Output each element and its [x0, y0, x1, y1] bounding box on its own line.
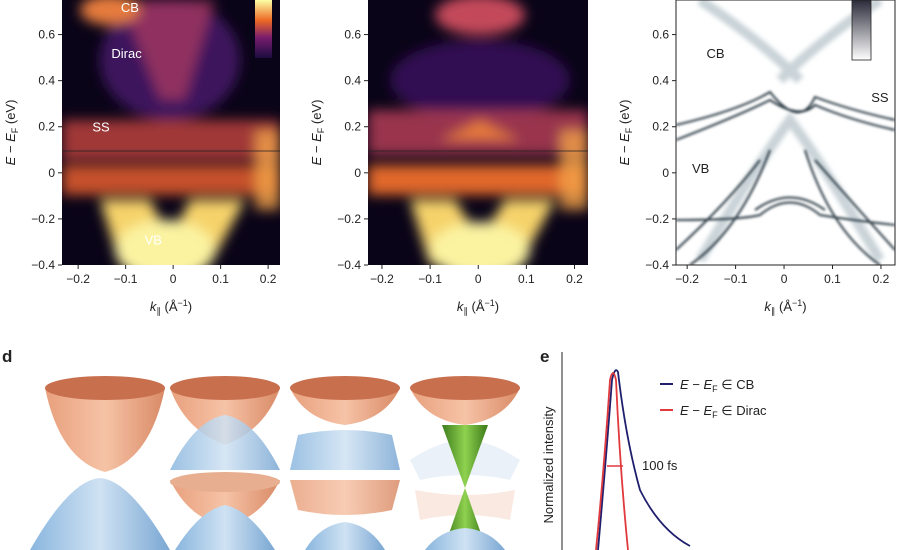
label-part: k [150, 299, 158, 314]
x-tick-label: −0.2 [370, 272, 394, 286]
legend-label: E − EF ∈ CB [680, 377, 754, 394]
y-tick-label: 0.2 [652, 120, 669, 134]
label-sub: F [316, 127, 326, 133]
label-part: ) [802, 299, 806, 314]
y-tick-label: 0.4 [344, 74, 361, 88]
x-tick-label: 0.2 [873, 272, 890, 286]
y-axis-label: E − EF (eV) [617, 100, 634, 166]
x-tick-label: 0.1 [824, 272, 841, 286]
y-tick-label: 0.6 [652, 28, 669, 42]
x-tick-label: 0 [170, 272, 177, 286]
label-part: E − E [617, 133, 632, 165]
y-tick-label: 0.2 [38, 120, 55, 134]
x-tick-label: 0.1 [518, 272, 535, 286]
theory-image [676, 0, 895, 265]
label-part: E − E [680, 377, 712, 392]
label-sub: ∥ [771, 306, 776, 316]
x-axis-label: k∥ (Å−1) [457, 298, 499, 316]
cb-curve [597, 369, 691, 550]
x-tick-label: −0.2 [66, 272, 90, 286]
label-part: (Å [161, 299, 178, 314]
x-tick-label: 0 [475, 272, 482, 286]
label-part: E − E [680, 403, 712, 418]
legend: E − EF ∈ CBE − EF ∈ Dirac [660, 377, 767, 420]
band-label: CB [707, 46, 725, 61]
band-illustration [30, 376, 520, 550]
y-tick-label: −0.2 [645, 212, 669, 226]
label-sup: −1 [178, 298, 188, 308]
band-label: CB [121, 0, 139, 15]
y-axis-label: E − EF (eV) [3, 100, 20, 166]
y-tick-label: 0 [48, 166, 55, 180]
label-part: k [764, 299, 772, 314]
y-tick-label: −0.4 [645, 258, 669, 272]
label-part: (Å [775, 299, 792, 314]
arpes-image [368, 0, 588, 265]
label-part: k [457, 299, 465, 314]
arpes-image [62, 0, 280, 265]
label-sup: −1 [792, 298, 802, 308]
label-part: (eV) [309, 100, 324, 128]
label-part: ) [495, 299, 499, 314]
y-tick-label: −0.4 [337, 258, 361, 272]
y-axis-label: E − EF (eV) [309, 100, 326, 166]
label-part: E − E [3, 133, 18, 165]
y-tick-label: 0.4 [652, 74, 669, 88]
label-part: (Å [468, 299, 485, 314]
y-tick-label: 0.6 [344, 28, 361, 42]
band-label: SS [92, 120, 110, 135]
x-tick-label: −0.2 [675, 272, 699, 286]
x-axis-label: k∥ (Å−1) [764, 298, 806, 316]
y-tick-label: 0.2 [344, 120, 361, 134]
y-axis-label: Normalized intensity [541, 406, 556, 524]
y-tick-label: 0 [354, 166, 361, 180]
label-sub: F [10, 127, 20, 133]
x-tick-label: −0.1 [418, 272, 442, 286]
y-tick-label: −0.2 [337, 212, 361, 226]
label-sub: ∥ [156, 306, 161, 316]
x-tick-label: 0.2 [566, 272, 583, 286]
label-part: ) [188, 299, 192, 314]
y-tick-label: 0.6 [38, 28, 55, 42]
x-tick-label: 0.1 [212, 272, 229, 286]
y-tick-label: 0 [662, 166, 669, 180]
y-tick-label: 0.4 [38, 74, 55, 88]
x-tick-label: 0 [781, 272, 788, 286]
label-part: E − E [309, 133, 324, 165]
band-label: VB [145, 233, 162, 248]
x-tick-label: 0.2 [260, 272, 277, 286]
label-part: ∈ Dirac [718, 403, 767, 418]
legend-label: E − EF ∈ Dirac [680, 403, 767, 420]
x-axis-label: k∥ (Å−1) [150, 298, 192, 316]
y-tick-label: −0.2 [31, 212, 55, 226]
y-tick-label: −0.4 [31, 258, 55, 272]
panel-letter: e [540, 347, 549, 366]
label-part: ∈ CB [718, 377, 755, 392]
label-sub: F [712, 410, 718, 420]
x-tick-label: −0.1 [724, 272, 748, 286]
label-sup: −1 [485, 298, 495, 308]
band-label: Dirac [111, 46, 142, 61]
x-tick-label: −0.1 [114, 272, 138, 286]
label-part: (eV) [3, 100, 18, 128]
annotation: 100 fs [642, 458, 678, 473]
label-sub: F [624, 127, 634, 133]
label-sub: ∥ [463, 306, 468, 316]
label-part: (eV) [617, 100, 632, 128]
dirac-curve [595, 372, 629, 550]
band-label: SS [871, 90, 889, 105]
frame [675, 0, 896, 266]
label-sub: F [712, 384, 718, 394]
band-label: VB [692, 161, 709, 176]
panel-letter: d [2, 347, 12, 366]
